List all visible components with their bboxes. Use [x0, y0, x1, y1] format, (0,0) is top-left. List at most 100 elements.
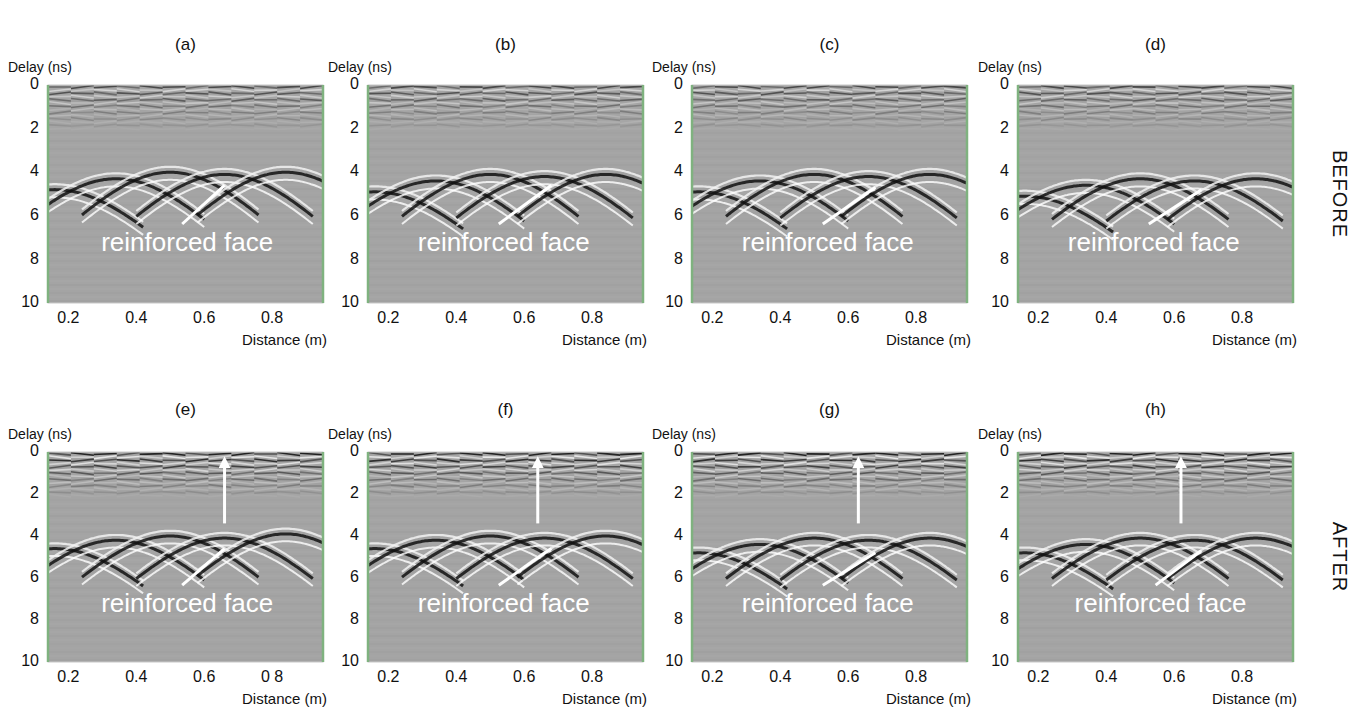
texture — [254, 466, 277, 468]
texture — [692, 129, 967, 130]
texture — [1247, 485, 1270, 488]
texture — [620, 99, 643, 100]
texture — [807, 478, 830, 481]
texture — [620, 469, 643, 471]
texture — [1224, 114, 1247, 117]
texture — [692, 636, 967, 637]
texture — [48, 137, 323, 138]
texture — [163, 111, 186, 114]
texture — [1201, 475, 1224, 477]
texture — [1018, 475, 1041, 478]
texture — [574, 485, 597, 488]
texture — [898, 95, 921, 98]
texture — [254, 453, 277, 455]
texture — [483, 118, 506, 121]
texture — [1041, 115, 1064, 117]
texture — [1270, 459, 1293, 462]
texture — [460, 482, 483, 483]
y-tick-label: 4 — [1000, 162, 1009, 179]
texture — [208, 494, 231, 496]
texture — [483, 459, 506, 461]
texture — [1018, 141, 1293, 142]
texture — [944, 459, 967, 462]
texture — [48, 508, 323, 509]
texture — [1224, 89, 1247, 91]
texture — [208, 118, 231, 120]
texture — [94, 459, 117, 461]
texture — [852, 469, 875, 472]
texture — [368, 301, 643, 302]
texture — [528, 124, 551, 126]
texture — [163, 98, 186, 101]
texture — [483, 491, 506, 494]
texture — [944, 118, 967, 121]
texture — [1247, 465, 1270, 468]
texture — [186, 86, 209, 89]
texture — [528, 479, 551, 481]
texture — [852, 108, 875, 110]
texture — [94, 108, 117, 110]
texture — [1224, 462, 1247, 464]
texture — [944, 475, 967, 477]
texture — [483, 98, 506, 101]
texture — [208, 475, 231, 478]
texture — [1018, 118, 1041, 119]
texture — [875, 488, 898, 490]
plot-frame — [368, 452, 643, 662]
texture — [94, 482, 117, 484]
texture — [368, 105, 391, 107]
texture — [254, 111, 277, 113]
texture — [1201, 453, 1224, 456]
texture — [186, 481, 209, 484]
texture — [574, 475, 597, 478]
texture — [1087, 469, 1110, 471]
texture — [692, 153, 967, 154]
texture — [163, 96, 186, 98]
texture — [1224, 105, 1247, 108]
texture — [368, 644, 643, 645]
texture — [231, 469, 254, 471]
texture — [692, 524, 967, 525]
texture — [460, 460, 483, 461]
texture — [528, 108, 551, 111]
texture — [368, 620, 643, 621]
texture — [254, 102, 277, 105]
texture — [1087, 98, 1110, 101]
texture — [944, 479, 967, 481]
texture — [807, 495, 830, 496]
texture — [1270, 476, 1293, 478]
texture — [898, 456, 921, 458]
texture — [620, 124, 643, 126]
texture — [414, 118, 437, 121]
texture — [1018, 149, 1293, 150]
texture — [761, 105, 784, 107]
texture — [506, 90, 529, 91]
texture — [1133, 453, 1156, 455]
texture — [231, 108, 254, 111]
texture — [738, 456, 761, 458]
texture — [94, 96, 117, 98]
texture — [1156, 95, 1179, 98]
texture — [620, 482, 643, 484]
y-tick-label: 4 — [674, 162, 683, 179]
texture — [368, 133, 643, 134]
texture — [1133, 111, 1156, 114]
texture — [830, 86, 853, 87]
x-axis-title: Distance (m) — [886, 331, 971, 348]
reflector — [136, 538, 312, 579]
texture — [506, 453, 529, 455]
texture — [898, 98, 921, 101]
texture — [830, 488, 853, 491]
panel: reinforced face(h)Delay (ns)02468100.20.… — [937, 400, 1344, 707]
texture — [551, 472, 574, 474]
texture — [71, 472, 94, 475]
texture — [597, 481, 620, 484]
texture — [875, 494, 898, 497]
texture — [277, 115, 300, 117]
texture — [368, 624, 643, 625]
texture — [48, 141, 323, 142]
texture — [738, 488, 761, 490]
texture — [300, 95, 323, 98]
texture — [1018, 265, 1293, 266]
texture — [715, 475, 738, 478]
